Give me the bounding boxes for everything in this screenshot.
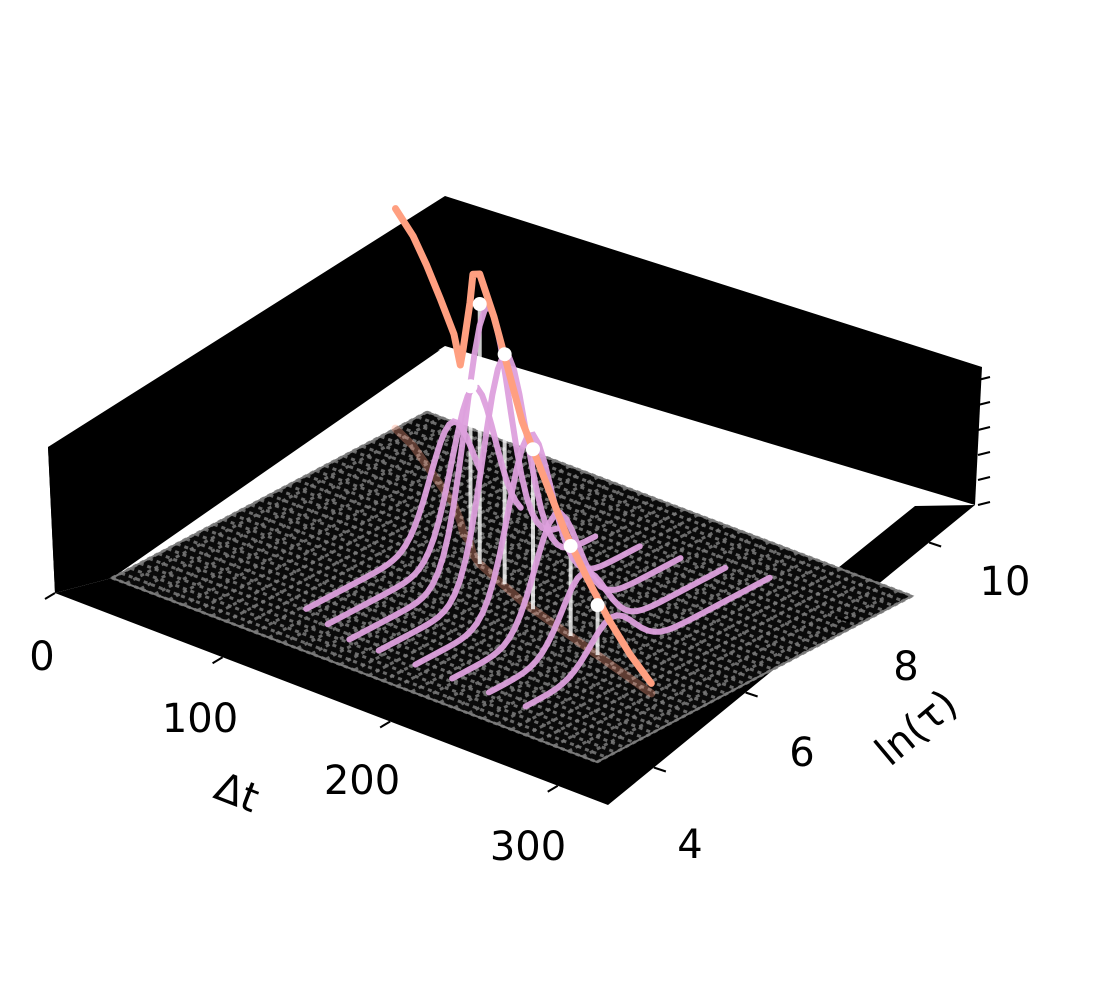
- floor-grid-line: [325, 491, 642, 661]
- floor-grid-line: [396, 518, 713, 688]
- floor-grid-line: [467, 545, 785, 715]
- floor-grid-line: [324, 464, 811, 652]
- floor-grid-line: [398, 425, 885, 613]
- x-tick-label: 100: [162, 696, 238, 742]
- ridge-line: [392, 205, 655, 687]
- floor-grid-line: [182, 437, 500, 607]
- floor-grid-line: [343, 454, 830, 642]
- z-tick-mark: [977, 501, 991, 506]
- z-tick-mark: [977, 476, 991, 481]
- floor-grid-line: [553, 578, 870, 748]
- z-tick-mark: [977, 426, 991, 431]
- floor-grid-line: [426, 410, 913, 598]
- z-tick-mark: [977, 376, 991, 381]
- floor-grid-line: [567, 583, 885, 753]
- curve-line: [375, 352, 599, 654]
- y-tick-label: 6: [789, 730, 814, 776]
- y-tick-label: 10: [980, 559, 1031, 605]
- marker-point: [497, 347, 512, 362]
- floor-grid-line: [129, 566, 617, 754]
- floor-pane-left: [48, 350, 440, 593]
- floor-grid-line: [352, 449, 839, 637]
- curve-line: [522, 574, 773, 710]
- floor-grid-line: [407, 420, 895, 608]
- y-axis-label: ln(τ): [867, 681, 967, 775]
- x-tick-mark: [547, 784, 559, 793]
- floor-grid-line: [139, 561, 626, 749]
- floor-grid-line: [417, 415, 904, 603]
- floor-grid-line: [278, 488, 765, 676]
- y-tick-mark: [837, 616, 850, 623]
- y-tick-label: 4: [677, 822, 702, 868]
- back-pane-right: [445, 196, 982, 505]
- floor-grid-line: [268, 493, 756, 681]
- curve-line: [346, 304, 561, 643]
- marker-point: [590, 598, 605, 613]
- floor-grid-line: [194, 532, 681, 720]
- floor-grid-line: [222, 518, 709, 705]
- floor-grid-line: [167, 547, 654, 735]
- y-tick-mark: [653, 766, 667, 773]
- floor-grid-line: [125, 416, 442, 585]
- floor-grid-line: [389, 430, 876, 617]
- x-tick-label: 300: [490, 824, 566, 870]
- y-tick-label: 8: [893, 644, 918, 690]
- floor-grid-line: [596, 594, 913, 764]
- x-tick-mark: [379, 720, 391, 729]
- curve-line: [485, 564, 729, 696]
- floor-grid-line: [361, 444, 848, 632]
- z-tick-mark: [977, 451, 991, 456]
- floor-grid-line: [306, 474, 793, 661]
- floor-grid-line: [339, 497, 656, 666]
- floor-grid-line: [154, 426, 471, 596]
- floor-grid-line: [524, 567, 842, 737]
- floor-grid-line: [510, 562, 828, 731]
- curve-series: [303, 304, 773, 710]
- floor-grid-line: [157, 552, 644, 739]
- floor-grid-line: [539, 573, 856, 742]
- y-tick-mark: [928, 541, 942, 548]
- floor-grid-line: [311, 486, 628, 656]
- curve-line: [449, 510, 684, 682]
- floor-grid-line: [315, 469, 802, 656]
- x-tick-mark: [44, 592, 56, 600]
- floor-grid-line: [250, 503, 737, 691]
- x-tick-label: 200: [324, 758, 400, 804]
- x-tick-mark: [212, 656, 224, 665]
- marker-point: [563, 539, 578, 554]
- floor-grid-line: [380, 435, 867, 622]
- floor-grid-line: [582, 589, 899, 758]
- floor-grid-line: [370, 439, 857, 627]
- floor-grid-line: [259, 498, 746, 686]
- y-tick-mark: [745, 691, 758, 698]
- x-tick-label: 0: [29, 634, 54, 680]
- floor-grid-line: [139, 421, 457, 591]
- x-axis-label: Δt: [208, 764, 265, 822]
- marker-point: [525, 442, 540, 457]
- marker-point: [463, 379, 478, 394]
- curve-line: [303, 418, 483, 612]
- floor-grid: [109, 410, 915, 764]
- floor-grid-line: [425, 529, 742, 699]
- floor-grid-line: [296, 478, 783, 666]
- marker-points: [463, 297, 605, 613]
- marker-point: [472, 297, 487, 312]
- z-tick-mark: [977, 401, 991, 406]
- ridge-line-path: [392, 205, 655, 687]
- floor-grid-line: [482, 551, 799, 721]
